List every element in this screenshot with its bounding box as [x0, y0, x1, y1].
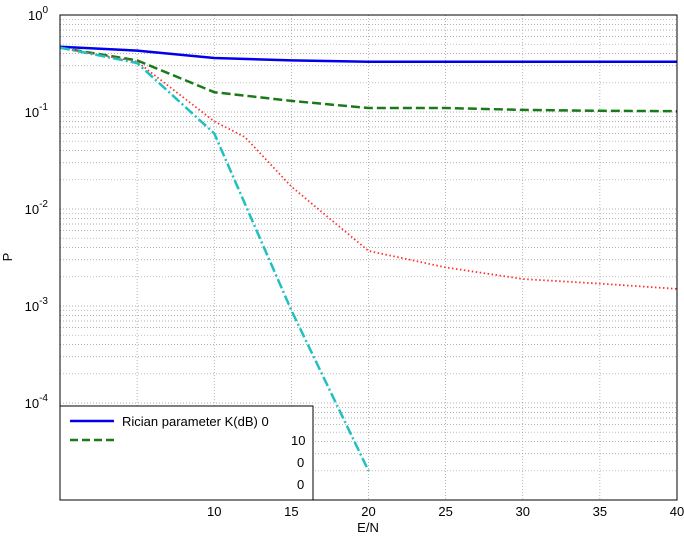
y-tick-label: 10-4: [25, 393, 49, 411]
series-line-4: [59, 46, 370, 472]
x-tick-label: 40: [670, 504, 684, 519]
series-layer: [59, 45, 678, 472]
series-line-1: [59, 45, 677, 63]
y-tick-label: 10-1: [25, 102, 49, 120]
y-axis-label: P: [0, 253, 15, 262]
x-tick-label: 25: [438, 504, 452, 519]
y-tick-label: 100: [28, 5, 48, 23]
y-tick-exponent: -3: [39, 296, 48, 307]
x-tick-label: 20: [361, 504, 375, 519]
y-tick-exponent: -4: [39, 393, 48, 404]
plot-frame: [59, 14, 678, 501]
legend: Rician parameter K(dB) 0 10 0 0: [59, 405, 314, 501]
y-tick-label: 10-2: [25, 199, 49, 217]
series-line-3: [59, 46, 678, 290]
x-tick-label: 30: [516, 504, 530, 519]
y-tick-label: 10-3: [25, 296, 49, 314]
legend-entry-2: 10: [291, 433, 305, 448]
legend-box: [59, 405, 314, 501]
y-tick-exponent: -2: [39, 199, 48, 210]
x-tick-label: 10: [207, 504, 221, 519]
x-tick-label: 35: [593, 504, 607, 519]
y-tick-labels: 100 10-1 10-2 10-3 10-4: [25, 5, 49, 411]
x-tick-label: 15: [284, 504, 298, 519]
legend-entry-4: 0: [297, 477, 304, 492]
series-line-2: [59, 46, 678, 113]
legend-entry-1: Rician parameter K(dB) 0: [122, 414, 269, 429]
x-tick-labels: 10 15 20 25 30 35 40: [207, 504, 684, 519]
y-tick-exponent: 0: [42, 5, 48, 16]
legend-entry-3: 0: [297, 455, 304, 470]
y-tick-exponent: -1: [39, 102, 48, 113]
x-axis-label: E/N: [357, 520, 379, 535]
